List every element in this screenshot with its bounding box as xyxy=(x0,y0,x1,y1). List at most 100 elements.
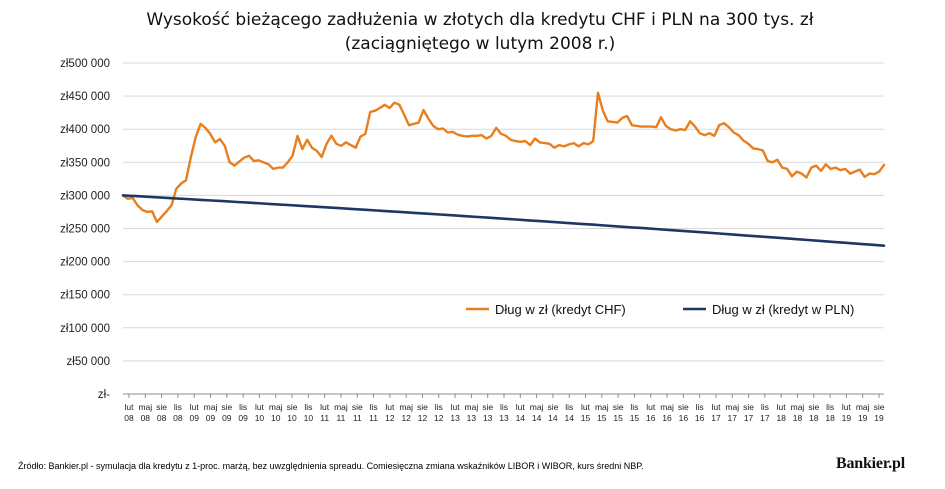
x-tick-month: sie xyxy=(678,402,689,412)
x-tick-year: 10 xyxy=(271,413,281,423)
x-tick-month: lis xyxy=(174,402,182,412)
y-tick-label: zł200 000 xyxy=(60,257,110,269)
x-tick-month: sie xyxy=(613,402,624,412)
x-tick-month: lis xyxy=(370,402,378,412)
x-tick-month: lut xyxy=(320,402,330,412)
x-tick-year: 11 xyxy=(353,413,362,423)
x-tick-month: lut xyxy=(842,402,852,412)
x-tick-month: maj xyxy=(725,402,739,412)
brand-logo: Bankier.pl xyxy=(836,455,905,472)
x-tick-year: 18 xyxy=(809,413,819,423)
source-note: Źródło: Bankier.pl - symulacja dla kredy… xyxy=(18,461,644,471)
y-tick-label: zł350 000 xyxy=(60,157,110,169)
x-tick-month: lut xyxy=(646,402,656,412)
x-tick-year: 19 xyxy=(842,413,852,423)
x-tick-year: 18 xyxy=(793,413,803,423)
x-tick-year: 14 xyxy=(516,413,526,423)
x-tick-year: 15 xyxy=(613,413,623,423)
legend-label: Dług w zł (kredyt CHF) xyxy=(495,302,626,317)
x-tick-year: 16 xyxy=(646,413,656,423)
x-tick-month: lis xyxy=(826,402,834,412)
y-tick-label: zł150 000 xyxy=(60,290,110,302)
x-tick-year: 19 xyxy=(874,413,884,423)
x-tick-month: lis xyxy=(630,402,638,412)
x-tick-year: 14 xyxy=(532,413,542,423)
x-tick-month: sie xyxy=(482,402,493,412)
x-tick-month: sie xyxy=(808,402,819,412)
x-tick-year: 16 xyxy=(679,413,689,423)
x-tick-year: 12 xyxy=(418,413,428,423)
x-tick-year: 17 xyxy=(728,413,738,423)
x-tick-month: lis xyxy=(696,402,704,412)
y-tick-label: zł- xyxy=(98,389,110,401)
x-tick-month: maj xyxy=(334,402,348,412)
x-tick-month: sie xyxy=(156,402,167,412)
x-tick-month: sie xyxy=(874,402,885,412)
x-tick-month: lis xyxy=(239,402,247,412)
y-tick-label: zł50 000 xyxy=(67,356,110,368)
x-tick-month: lut xyxy=(581,402,591,412)
x-tick-month: maj xyxy=(660,402,674,412)
x-tick-year: 08 xyxy=(157,413,167,423)
x-tick-month: maj xyxy=(138,402,152,412)
x-tick-year: 13 xyxy=(483,413,493,423)
x-tick-month: lut xyxy=(451,402,461,412)
x-tick-year: 10 xyxy=(255,413,265,423)
x-tick-month: lis xyxy=(761,402,769,412)
x-tick-month: maj xyxy=(399,402,413,412)
x-tick-year: 09 xyxy=(222,413,232,423)
x-tick-month: maj xyxy=(595,402,609,412)
x-tick-year: 08 xyxy=(173,413,183,423)
x-tick-year: 08 xyxy=(124,413,134,423)
x-tick-year: 09 xyxy=(189,413,199,423)
gridlines xyxy=(123,62,884,395)
x-tick-year: 10 xyxy=(304,413,314,423)
x-tick-year: 12 xyxy=(401,413,411,423)
x-tick-month: maj xyxy=(204,402,218,412)
chart-title: Wysokość bieżącego zadłużenia w złotych … xyxy=(146,10,814,54)
series-lines xyxy=(121,91,886,247)
series-line-pln xyxy=(121,194,886,247)
x-tick-month: lis xyxy=(435,402,443,412)
x-tick-month: lut xyxy=(255,402,265,412)
x-tick-month: lut xyxy=(190,402,200,412)
x-tick-year: 11 xyxy=(337,413,346,423)
x-tick-month: lut xyxy=(516,402,526,412)
x-tick-year: 17 xyxy=(744,413,754,423)
x-tick-year: 11 xyxy=(369,413,378,423)
x-tick-month: lut xyxy=(125,402,135,412)
x-tick-year: 12 xyxy=(385,413,395,423)
x-tick-year: 10 xyxy=(287,413,297,423)
y-axis-ticks: zł500 000 zł450 000 zł400 000 zł350 000 zł30… xyxy=(60,58,110,401)
x-tick-year: 16 xyxy=(662,413,672,423)
x-tick-year: 08 xyxy=(141,413,151,423)
y-tick-label: zł100 000 xyxy=(60,323,110,335)
series-line-chf xyxy=(121,91,886,224)
x-tick-month: sie xyxy=(287,402,298,412)
x-tick-year: 18 xyxy=(825,413,835,423)
x-tick-month: maj xyxy=(791,402,805,412)
x-tick-year: 14 xyxy=(564,413,574,423)
x-axis-ticks: lut08maj08sie08lis08lut09maj09sie09lis09… xyxy=(124,394,885,423)
x-tick-month: sie xyxy=(352,402,363,412)
x-tick-year: 09 xyxy=(206,413,216,423)
y-tick-label: zł400 000 xyxy=(60,124,110,136)
legend: Dług w zł (kredyt CHF) Dług w zł (kredyt … xyxy=(466,302,854,317)
x-tick-year: 16 xyxy=(695,413,705,423)
x-tick-month: maj xyxy=(269,402,283,412)
x-tick-year: 13 xyxy=(499,413,509,423)
y-tick-label: zł250 000 xyxy=(60,224,110,236)
x-tick-month: maj xyxy=(856,402,870,412)
x-tick-year: 12 xyxy=(434,413,444,423)
x-tick-year: 13 xyxy=(467,413,477,423)
x-tick-year: 15 xyxy=(597,413,607,423)
legend-label: Dług w zł (kredyt w PLN) xyxy=(712,302,854,317)
x-tick-month: sie xyxy=(417,402,428,412)
x-tick-year: 09 xyxy=(238,413,248,423)
x-tick-year: 18 xyxy=(776,413,786,423)
x-tick-year: 14 xyxy=(548,413,558,423)
x-tick-year: 17 xyxy=(760,413,770,423)
y-tick-label: zł300 000 xyxy=(60,190,110,202)
x-tick-year: 19 xyxy=(858,413,868,423)
